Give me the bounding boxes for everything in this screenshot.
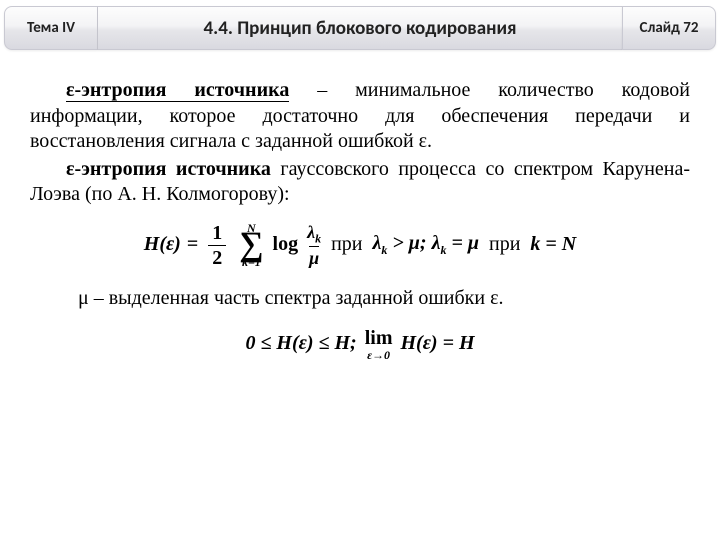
formula-1-lhs: H(ε)	[144, 232, 181, 258]
limit-block: lim ε→0	[365, 328, 393, 361]
paragraph-1: ε-энтропия источника – минимальное колич…	[30, 78, 690, 155]
fraction-half: 1 2	[208, 223, 226, 268]
log-frac-den: μ	[309, 246, 319, 267]
slide-number-pill: Слайд 72	[622, 6, 716, 50]
sigma-symbol: ∑	[239, 231, 263, 258]
slide-content: ε-энтропия источника – минимальное колич…	[0, 50, 720, 361]
summation: N ∑ k=1	[239, 222, 263, 268]
formula-1-eq: =	[187, 232, 198, 258]
formula-2: 0 ≤ H(ε) ≤ H; lim ε→0 H(ε) = H	[30, 328, 690, 361]
condition-pri-1: при	[331, 232, 362, 258]
formula-2-part1: 0 ≤ H(ε) ≤ H;	[245, 331, 356, 357]
fraction-half-num: 1	[208, 223, 226, 245]
term-2: ε-энтропия источника	[66, 158, 271, 180]
condition-1: λk > μ; λk = μ	[372, 231, 479, 258]
summation-lower: k=1	[242, 256, 261, 268]
condition-2: k = N	[530, 232, 576, 258]
log-fraction: λk μ	[307, 223, 321, 268]
formula-1: H(ε) = 1 2 N ∑ k=1 log λk μ при λk > μ; …	[30, 222, 690, 268]
paragraph-2: ε-энтропия источника гауссовского процес…	[30, 157, 690, 208]
theme-pill: Тема IV	[4, 6, 98, 50]
log-frac-num: λk	[307, 223, 321, 247]
limit-sub: ε→0	[367, 349, 390, 361]
fraction-half-den: 2	[208, 245, 226, 268]
title-pill: 4.4. Принцип блокового кодирования	[98, 6, 622, 50]
slide-header: Тема IV 4.4. Принцип блокового кодирован…	[4, 6, 716, 50]
term-1: ε-энтропия источника	[66, 79, 289, 102]
limit-label: lim	[365, 328, 393, 348]
formula-2-part2: H(ε) = H	[400, 331, 474, 357]
log-label: log	[273, 232, 299, 258]
mu-note: μ – выделенная часть спектра заданной ош…	[78, 286, 690, 312]
condition-pri-2: при	[489, 232, 520, 258]
